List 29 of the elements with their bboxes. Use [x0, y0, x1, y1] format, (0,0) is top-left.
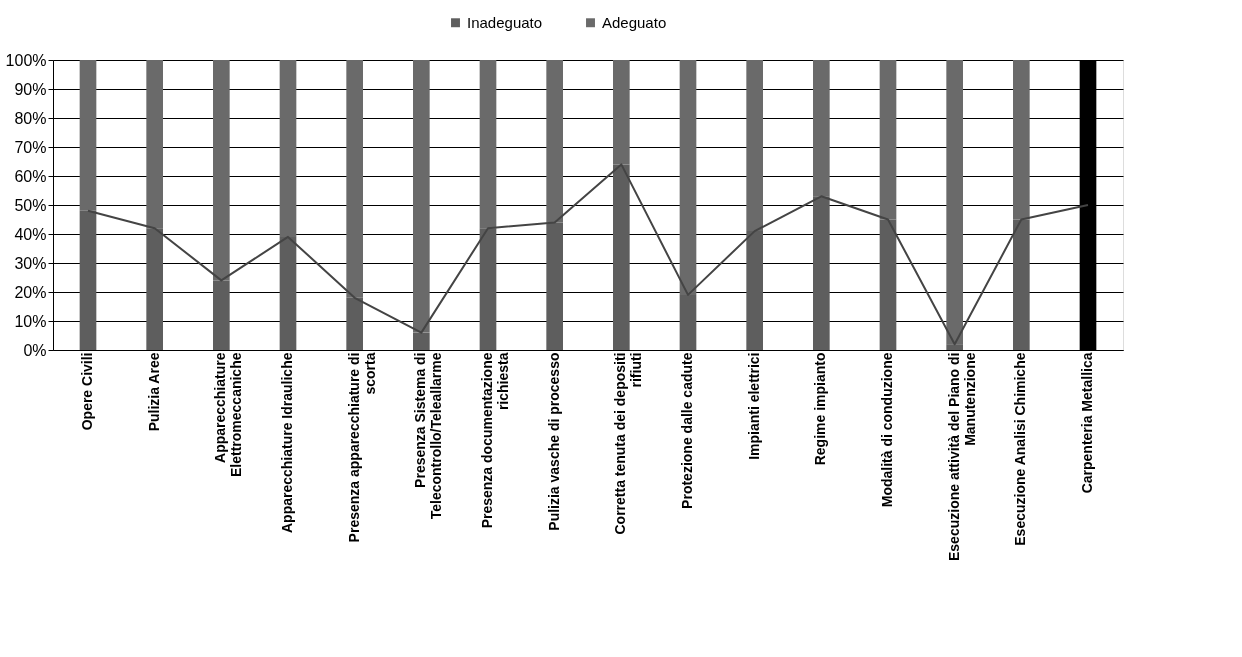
x-tick-label: Esecuzione attività del Piano di Manutenzione — [945, 352, 978, 561]
x-tick-label: Carpenteria Metallica — [1079, 352, 1095, 494]
x-tick-label: Presenza documentazione richiesta — [479, 352, 511, 529]
y-tick-label: 0% — [23, 341, 47, 359]
y-tick-label: 100% — [5, 51, 47, 69]
y-tick-label: 90% — [14, 80, 47, 98]
legend-label: Adeguato — [602, 13, 667, 31]
x-tick-label: Apparecchiature Idrauliche — [279, 352, 295, 534]
x-tick-label: Corretta tenuta dei depositi rifiuti — [612, 352, 645, 535]
y-tick-label: 80% — [14, 109, 47, 127]
y-tick-label: 60% — [14, 167, 47, 185]
y-tick-label: 20% — [14, 283, 47, 301]
x-tick-label: Presenza apparecchiature di scorta — [345, 352, 378, 543]
x-tick-label: Pulizia vasche di processo — [545, 352, 562, 531]
legend-label: Inadeguato — [467, 13, 543, 31]
y-tick-label: 10% — [14, 312, 47, 330]
x-tick-label: Opere Civili — [79, 352, 95, 431]
x-tick-label: Regime impianto — [812, 352, 829, 466]
line-series — [87, 163, 1089, 346]
x-tick-label: Protezione dalle cadute — [679, 352, 695, 509]
x-tick-label: Apparecchiature Elettromeccaniche — [212, 352, 245, 477]
y-tick-label: 50% — [14, 196, 47, 214]
x-tick-label: Pulizia Aree — [145, 352, 162, 432]
y-tick-label: 40% — [14, 225, 47, 243]
y-tick-label: 70% — [14, 138, 47, 156]
y-tick-label: 30% — [14, 254, 47, 272]
x-tick-label: Esecuzione Analisi Chimiche — [1012, 352, 1029, 546]
x-tick-label: Modalità di conduzione — [879, 352, 895, 508]
x-tick-label: Impianti elettrici — [745, 352, 762, 460]
